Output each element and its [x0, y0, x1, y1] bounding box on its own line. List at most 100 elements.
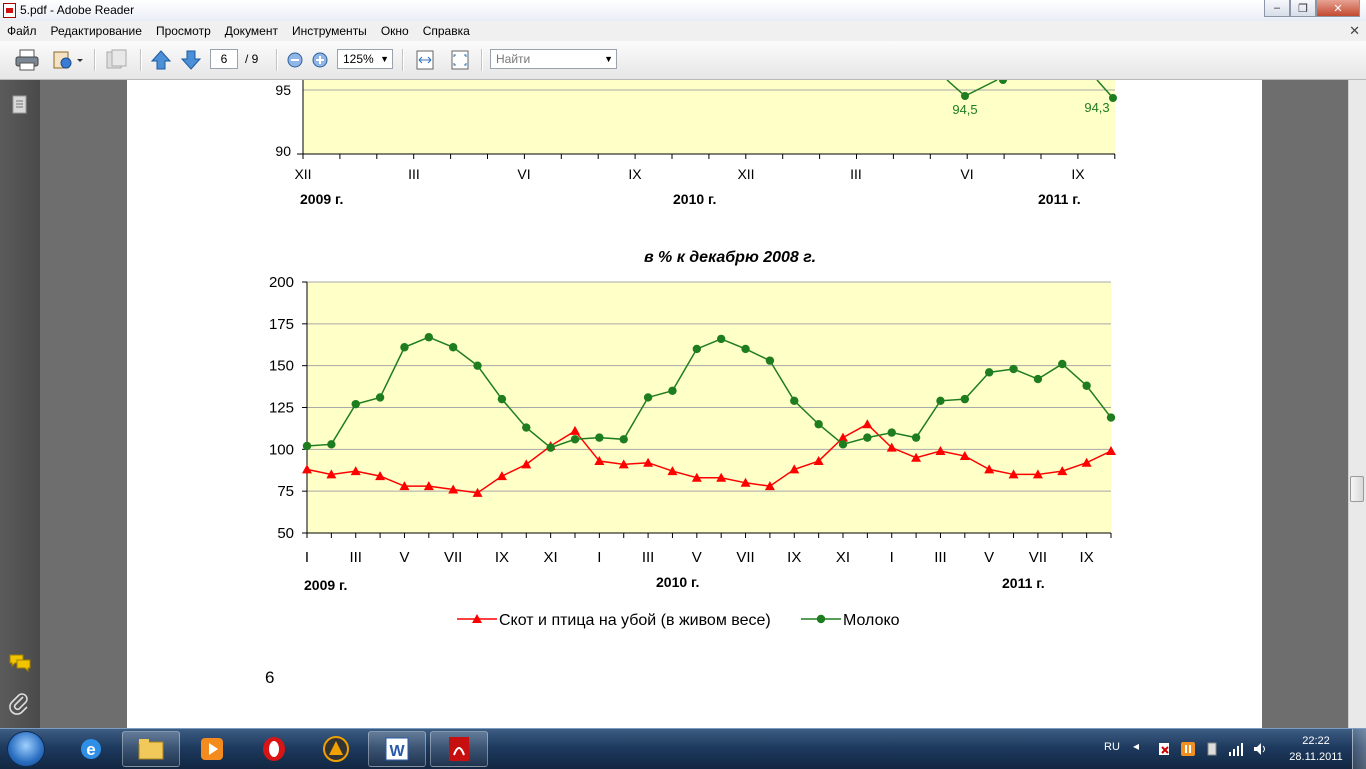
toolbar-separator: [94, 49, 96, 71]
menu-tools[interactable]: Инструменты: [291, 24, 367, 38]
search-input[interactable]: Найти ▼: [490, 49, 617, 69]
data-point: [351, 399, 360, 409]
close-button[interactable]: ✕: [1316, 0, 1360, 17]
data-point: [570, 425, 580, 435]
data-point: [595, 433, 604, 442]
language-indicator[interactable]: RU: [1104, 741, 1120, 753]
menu-edit[interactable]: Редактирование: [50, 24, 142, 38]
search-placeholder: Найти: [496, 52, 531, 66]
comments-icon[interactable]: [8, 652, 32, 674]
y-tick-label: 175: [269, 316, 294, 333]
charts-svg: 95 90 XII III VI IX XII III VI IX 2009 г…: [265, 80, 1117, 687]
word-icon[interactable]: W: [368, 731, 426, 767]
data-point: [813, 456, 824, 466]
data-point: [399, 481, 410, 491]
action-center-icon[interactable]: [1156, 741, 1172, 757]
menu-view[interactable]: Просмотр: [155, 24, 211, 38]
zoom-out-icon[interactable]: [286, 49, 304, 71]
start-button[interactable]: [7, 731, 45, 767]
x-tick-label: XII: [737, 166, 754, 182]
x-tick-label: IX: [628, 166, 642, 182]
zoom-select[interactable]: 125% ▼: [337, 49, 393, 69]
scrollbar-thumb[interactable]: [1350, 476, 1364, 502]
minimize-button[interactable]: ‒: [1264, 0, 1290, 17]
show-desktop-button[interactable]: [1352, 729, 1366, 769]
fit-page-icon[interactable]: [449, 49, 471, 71]
pages-icon[interactable]: [104, 49, 130, 71]
title-bar: 5.pdf - Adobe Reader ‒ ❐ ✕: [0, 0, 1366, 22]
page-total: / 9: [245, 52, 259, 66]
toolbar-separator: [402, 49, 404, 71]
aimp-icon[interactable]: [307, 731, 365, 767]
data-point: [302, 464, 312, 474]
data-point: [522, 423, 531, 432]
data-point: [911, 452, 922, 462]
x-tick-label: VI: [960, 166, 973, 182]
chevron-down-icon: ▼: [380, 54, 389, 64]
previous-page-icon[interactable]: [150, 49, 172, 71]
top-milk-point: [961, 92, 969, 100]
data-point: [496, 471, 507, 481]
data-point: [984, 368, 994, 377]
year-label: 2010 г.: [673, 191, 716, 207]
menu-document[interactable]: Документ: [224, 24, 278, 38]
data-point: [1033, 374, 1043, 384]
data-point: [497, 394, 507, 404]
adobe-reader-taskbar-icon[interactable]: [430, 731, 488, 767]
chevron-down-icon[interactable]: ▼: [604, 54, 613, 64]
share-icon[interactable]: [50, 49, 86, 71]
pages-panel-icon[interactable]: [10, 94, 30, 116]
data-point: [618, 459, 629, 469]
data-point: [1106, 413, 1116, 422]
data-point: [302, 441, 312, 451]
show-hidden-icons-icon[interactable]: ◂: [1133, 739, 1140, 753]
document-area[interactable]: 95 90 XII III VI IX XII III VI IX 2009 г…: [40, 80, 1348, 728]
pause-icon[interactable]: [1180, 741, 1196, 757]
menu-window[interactable]: Окно: [380, 24, 409, 38]
toolbar-separator: [481, 49, 483, 71]
data-point: [692, 344, 702, 354]
maximize-button[interactable]: ❐: [1290, 0, 1316, 17]
data-point: [887, 428, 896, 437]
device-icon[interactable]: [1204, 741, 1220, 757]
year-label: 2011 г.: [1002, 575, 1045, 591]
volume-icon[interactable]: [1252, 741, 1268, 757]
clock-time[interactable]: 22:22: [1302, 735, 1330, 747]
menu-file[interactable]: Файл: [7, 24, 37, 38]
data-point: [350, 466, 361, 476]
y-tick-label: 75: [277, 483, 294, 500]
signal-icon[interactable]: [1228, 741, 1244, 757]
data-point: [643, 393, 653, 402]
next-page-icon[interactable]: [180, 49, 202, 71]
year-label: 2010 г.: [656, 574, 699, 590]
internet-explorer-icon[interactable]: e: [62, 731, 120, 767]
top-milk-point: [1109, 94, 1117, 102]
y-tick-label: 50: [277, 525, 294, 542]
x-tick-label: I: [305, 549, 309, 566]
data-point: [668, 386, 677, 395]
data-point: [448, 343, 458, 352]
data-point: [936, 396, 945, 406]
document-close-icon[interactable]: ✕: [1349, 23, 1360, 38]
vertical-scrollbar[interactable]: [1348, 80, 1366, 728]
zoom-in-icon[interactable]: [311, 49, 329, 71]
opera-icon[interactable]: [245, 731, 303, 767]
page-number-input[interactable]: 6: [210, 49, 238, 69]
menu-help[interactable]: Справка: [422, 24, 470, 38]
adobe-reader-icon: [3, 3, 16, 18]
x-tick-label: I: [597, 549, 601, 566]
clock-date[interactable]: 28.11.2011: [1289, 751, 1343, 763]
x-tick-label: III: [934, 549, 947, 566]
explorer-icon[interactable]: [122, 731, 180, 767]
print-icon[interactable]: [14, 49, 40, 71]
x-tick-label: VI: [517, 166, 530, 182]
media-player-icon[interactable]: [183, 731, 241, 767]
taskbar: e W RU ◂ 22:22 28.11.2011: [0, 728, 1366, 769]
x-tick-label: IX: [787, 549, 801, 566]
fit-width-icon[interactable]: [414, 49, 436, 71]
point-label: 94,3: [1084, 100, 1109, 115]
toolbar: 6 / 9 125% ▼ Найти ▼: [0, 41, 1366, 80]
attachments-icon[interactable]: [8, 692, 32, 716]
data-point: [643, 457, 654, 467]
